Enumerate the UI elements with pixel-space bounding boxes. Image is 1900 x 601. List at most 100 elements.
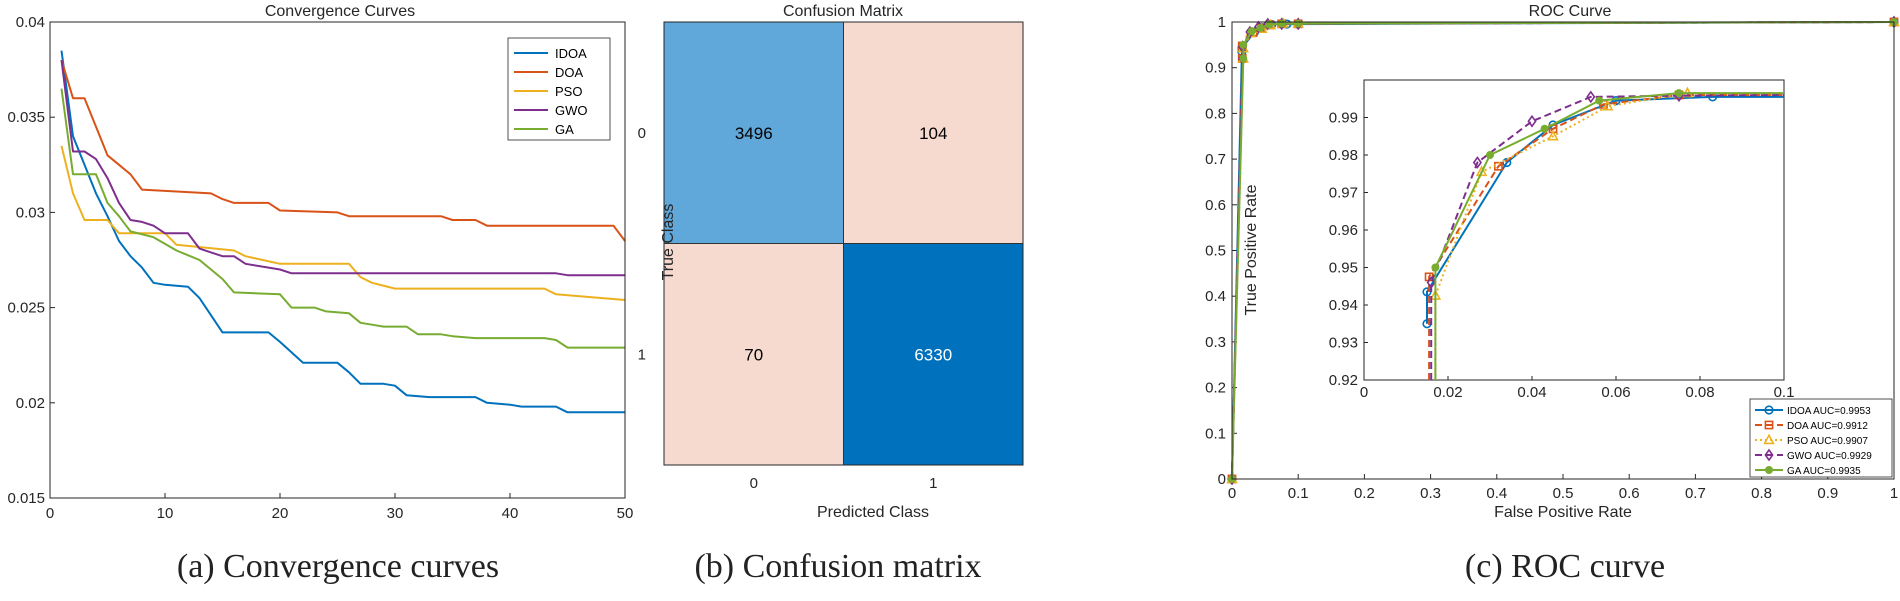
- roc-marker-ga: [1239, 54, 1248, 63]
- roc-xtick-label: 0.4: [1486, 485, 1507, 502]
- roc-inset-marker-pso: [1475, 165, 1488, 177]
- roc-legend-marker-idoa: [1764, 405, 1774, 415]
- convergence-line-pso: [60, 145, 626, 301]
- convergence-ytick-label: 0.015: [7, 490, 45, 507]
- convergence-xtick-label: 0: [46, 505, 54, 522]
- caption-c: (c) ROC curve: [1464, 548, 1666, 585]
- convergence-legend: IDOA DOA PSO GWO GA: [507, 37, 611, 141]
- roc-inset-xtick-label: 0.06: [1601, 384, 1630, 401]
- roc-title: ROC Curve: [1529, 3, 1612, 20]
- roc-inset-marker-ga: [1486, 151, 1495, 160]
- confusion-cell-0-1: [843, 22, 1023, 244]
- convergence-line-ga: [60, 88, 625, 349]
- roc-ylabel: True Positive Rate: [1243, 184, 1260, 315]
- roc-ytick-label: 0: [1218, 471, 1226, 488]
- roc-inset-ytick-label: 0.93: [1329, 335, 1358, 352]
- confusion-cells: 3496 104 70 6330: [664, 22, 1023, 465]
- roc-xlabel: False Positive Rate: [1494, 504, 1632, 521]
- convergence-axes: 0 10 20 30 40 50 0.015 0.02 0.025 0.03 0.035 0.04: [7, 14, 633, 522]
- confusion-xtick-label: 0: [750, 475, 758, 492]
- roc-xtick-label: 0.7: [1685, 485, 1706, 502]
- roc-legend-marker-ga: [1765, 465, 1774, 474]
- convergence-legend-label-gwo: GWO: [555, 103, 588, 118]
- roc-inset-ytick-label: 0.99: [1329, 110, 1358, 127]
- roc-inset-ytick-label: 0.92: [1329, 372, 1358, 389]
- roc-inset-marker-ga: [1540, 124, 1549, 133]
- roc-inset-xtick-label: 0: [1360, 384, 1368, 401]
- roc-axes: 0 0.1 0.2 0.3 0.4 0.5 0.6 0.7 0.8 0.9 1 0 0.1 0.2 0.3 0…: [1205, 14, 1898, 502]
- confusion-cell-value-0-0: 3496: [735, 124, 773, 143]
- roc-inset-xtick-label: 0.08: [1685, 384, 1714, 401]
- roc-inset-marker-gwo: [1472, 156, 1482, 169]
- roc-legend-marker-pso: [1763, 433, 1775, 445]
- roc-ytick-label: 0.8: [1205, 105, 1226, 122]
- convergence-ytick-label: 0.04: [16, 14, 45, 31]
- roc-inset-marker-idoa: [1502, 157, 1512, 168]
- confusion-ytick-label: 0: [638, 125, 646, 142]
- convergence-xtick-label: 10: [157, 505, 174, 522]
- convergence-ytick-label: 0.03: [16, 204, 45, 221]
- convergence-legend-label-pso: PSO: [555, 84, 582, 99]
- roc-marker-ga: [1294, 19, 1303, 28]
- convergence-line-idoa: [60, 50, 625, 414]
- roc-xtick-label: 0.5: [1553, 485, 1574, 502]
- roc-inset-marker-ga: [1675, 89, 1684, 98]
- roc-inset-line-pso: [1434, 92, 1784, 380]
- convergence-line-gwo: [60, 59, 625, 277]
- confusion-title: Confusion Matrix: [783, 3, 903, 20]
- convergence-ytick-label: 0.025: [7, 300, 45, 317]
- roc-ytick-label: 0.3: [1205, 334, 1226, 351]
- roc-panel: ROC Curve 0 0.1 0.2 0.3 0.4 0.5 0.6 0.7 0.8 0.9 10…: [1205, 3, 1900, 521]
- roc-inset-ytick-label: 0.96: [1329, 222, 1358, 239]
- roc-ytick-label: 0.5: [1205, 243, 1226, 260]
- roc-inset-ytick-label: 0.95: [1329, 260, 1358, 277]
- roc-inset-marker-pso: [1601, 99, 1614, 111]
- convergence-xtick-label: 20: [272, 505, 289, 522]
- convergence-legend-label-idoa: IDOA: [555, 46, 587, 61]
- roc-inset-marker-gwo: [1426, 276, 1436, 289]
- roc-ytick-label: 1: [1218, 14, 1226, 31]
- roc-inset: 0 0.02 0.04 0.06 0.08 0.1 0.92 0.93 0.94 0.95 0.96…: [1329, 79, 1795, 402]
- roc-xtick-label: 0.9: [1817, 485, 1838, 502]
- roc-legend-marker-gwo: [1764, 448, 1774, 462]
- roc-inset-marker-gwo: [1586, 90, 1596, 104]
- convergence-ytick-label: 0.035: [7, 109, 45, 126]
- convergence-ytick-label: 0.02: [16, 395, 45, 412]
- roc-inset-area: [1363, 79, 1785, 381]
- roc-inset-marker-ga: [1431, 263, 1440, 272]
- convergence-legend-box: [507, 37, 611, 141]
- caption-b: (b) Confusion matrix: [694, 548, 982, 585]
- roc-inset-marker-idoa: [1611, 96, 1621, 106]
- roc-inset-xtick-label: 0.04: [1517, 384, 1546, 401]
- roc-ytick-label: 0.7: [1205, 151, 1226, 168]
- roc-legend-label-gwo: GWO AUC=0.9929: [1787, 451, 1872, 462]
- convergence-legend-label-doa: DOA: [555, 65, 584, 80]
- roc-inset-ytick-label: 0.97: [1329, 185, 1358, 202]
- roc-inset-marker-pso: [1547, 129, 1559, 141]
- convergence-xtick-label: 40: [502, 505, 519, 522]
- convergence-frame: [49, 21, 626, 499]
- roc-inset-ytick-label: 0.94: [1329, 297, 1358, 314]
- confusion-cell-value-1-0: 70: [744, 345, 763, 364]
- roc-xtick-label: 0.2: [1354, 485, 1375, 502]
- roc-inset-ytick-label: 0.98: [1329, 147, 1358, 164]
- roc-marker-ga: [1265, 20, 1274, 29]
- roc-legend-label-pso: PSO AUC=0.9907: [1787, 436, 1868, 447]
- roc-ytick-label: 0.2: [1205, 380, 1226, 397]
- roc-legend-label-ga: GA AUC=0.9935: [1787, 466, 1861, 477]
- convergence-legend-label-ga: GA: [555, 122, 574, 137]
- roc-legend-marker-doa: [1764, 420, 1774, 430]
- roc-frame: [1231, 21, 1895, 480]
- roc-marker-ga: [1277, 19, 1286, 28]
- roc-inset-axes: 0 0.02 0.04 0.06 0.08 0.1 0.92 0.93 0.94 0.95 0.96…: [1329, 110, 1795, 402]
- roc-ytick-label: 0.9: [1205, 60, 1226, 77]
- roc-inset-marker-gwo: [1527, 114, 1537, 128]
- convergence-line-doa: [60, 59, 626, 242]
- roc-xtick-label: 0: [1228, 485, 1236, 502]
- confusion-ylabel: True Class: [660, 204, 677, 281]
- confusion-cell-0-0: [664, 22, 844, 244]
- roc-ytick-label: 0.1: [1205, 425, 1226, 442]
- confusion-ticks: 0 1 0 1: [638, 125, 938, 492]
- roc-inset-xtick-label: 0.1: [1774, 384, 1795, 401]
- roc-inset-series: [1422, 86, 1785, 380]
